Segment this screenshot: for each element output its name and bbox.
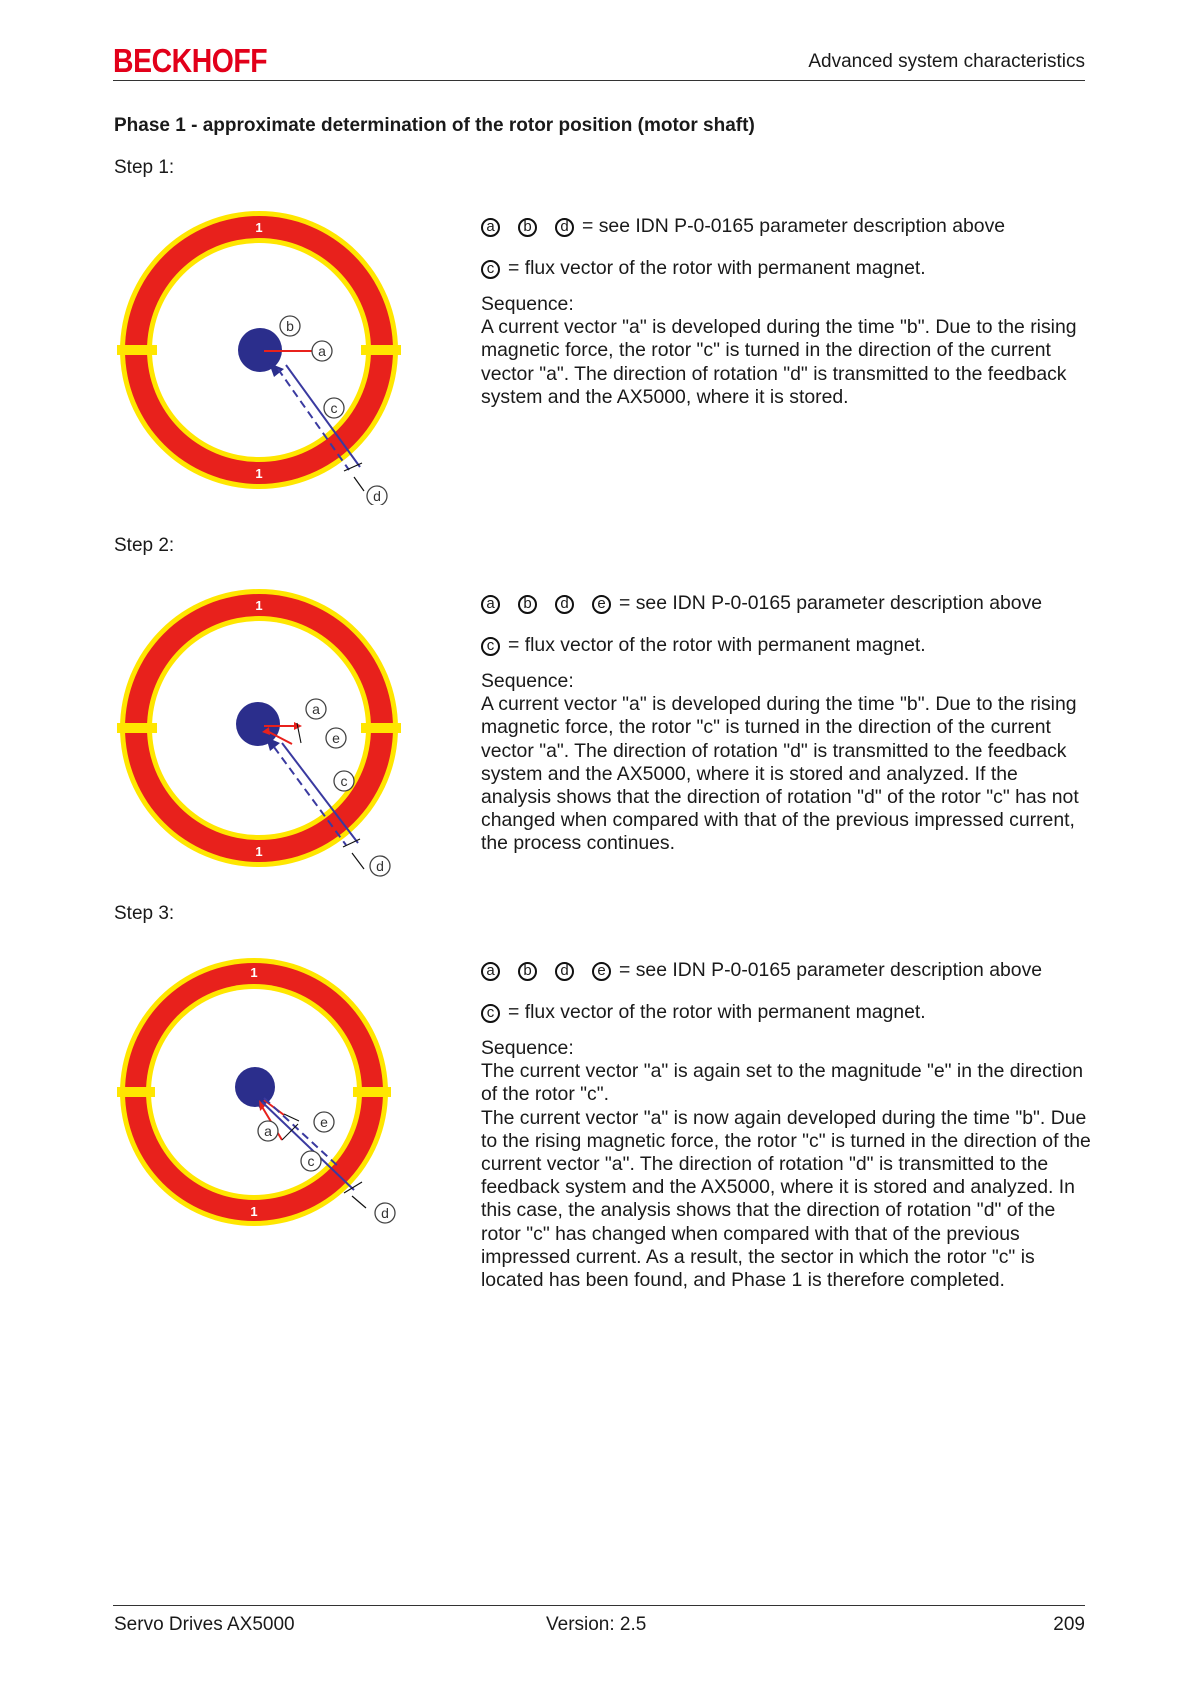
step-3-description: a b d e = see IDN P-0-0165 parameter des… xyxy=(481,957,1091,1292)
step-3-label: Step 3: xyxy=(114,903,175,924)
footer-product: Servo Drives AX5000 xyxy=(114,1614,295,1635)
circled-letter: a xyxy=(481,217,500,237)
label-c: c xyxy=(331,400,338,416)
sequence-text: A current vector "a" is developed during… xyxy=(481,316,1077,408)
beckhoff-logo: BECKHOFF xyxy=(113,42,268,79)
footer-version: Version: 2.5 xyxy=(546,1614,647,1635)
sequence-title: Sequence: xyxy=(481,1037,574,1059)
label-a: a xyxy=(264,1123,272,1139)
step-2-description: a b d e = see IDN P-0-0165 parameter des… xyxy=(481,590,1091,856)
flux-line: c = flux vector of the rotor with perman… xyxy=(481,632,1091,660)
step-2-rotor-diagram: 1 1 a e c d xyxy=(117,589,401,877)
sector-label-bottom: 1 xyxy=(250,1204,257,1219)
legend-line: a b d e = see IDN P-0-0165 parameter des… xyxy=(481,957,1091,985)
step-1-label: Step 1: xyxy=(114,157,175,178)
section-title: Advanced system characteristics xyxy=(808,51,1085,72)
rotor xyxy=(236,702,280,746)
step-1-description: a b d = see IDN P-0-0165 parameter descr… xyxy=(481,213,1091,409)
sector-label-bottom: 1 xyxy=(255,466,262,481)
page-number: 209 xyxy=(1053,1614,1085,1635)
sequence-text: The current vector "a" is again set to t… xyxy=(481,1060,1091,1292)
flux-text: = flux vector of the rotor with permanen… xyxy=(508,634,926,657)
header-rule xyxy=(113,80,1085,81)
label-e: e xyxy=(320,1114,328,1130)
circled-letter: b xyxy=(518,961,537,981)
circled-letter: b xyxy=(518,217,537,237)
label-b: b xyxy=(286,318,294,334)
label-e: e xyxy=(332,730,340,746)
sector-label-bottom: 1 xyxy=(255,844,262,859)
legend-line: a b d = see IDN P-0-0165 parameter descr… xyxy=(481,213,1091,241)
circled-letter: b xyxy=(518,594,537,614)
step-3-rotor-diagram: 1 1 a e c d xyxy=(117,958,396,1226)
label-d: d xyxy=(376,858,384,874)
circled-letter: c xyxy=(481,1003,500,1023)
circled-letter: e xyxy=(592,961,611,981)
sector-label-top: 1 xyxy=(250,965,257,980)
label-a: a xyxy=(312,701,320,717)
flux-text: = flux vector of the rotor with permanen… xyxy=(508,1001,926,1024)
label-d: d xyxy=(381,1205,389,1221)
page-heading: Phase 1 - approximate determination of t… xyxy=(114,115,755,136)
step-1-rotor-diagram: 1 1 b a c d xyxy=(117,211,401,505)
rotor xyxy=(235,1067,275,1107)
label-d: d xyxy=(373,488,381,504)
circled-letter: c xyxy=(481,636,500,656)
flux-line: c = flux vector of the rotor with perman… xyxy=(481,999,1091,1027)
circled-letter: a xyxy=(481,961,500,981)
flux-line: c = flux vector of the rotor with perman… xyxy=(481,255,1091,283)
circled-letter: d xyxy=(555,961,574,981)
flux-text: = flux vector of the rotor with permanen… xyxy=(508,257,926,280)
sequence-text: A current vector "a" is developed during… xyxy=(481,693,1079,855)
legend-text: = see IDN P-0-0165 parameter description… xyxy=(619,959,1043,982)
legend-text: = see IDN P-0-0165 parameter description… xyxy=(619,592,1043,615)
sequence-title: Sequence: xyxy=(481,670,574,692)
legend-line: a b d e = see IDN P-0-0165 parameter des… xyxy=(481,590,1091,618)
sector-label-top: 1 xyxy=(255,220,262,235)
footer-rule xyxy=(113,1605,1085,1606)
circled-letter: d xyxy=(555,594,574,614)
circled-letter: d xyxy=(555,217,574,237)
legend-text: = see IDN P-0-0165 parameter description… xyxy=(582,215,1006,238)
rotor xyxy=(238,328,282,372)
circled-letter: c xyxy=(481,259,500,279)
step-2-label: Step 2: xyxy=(114,535,175,556)
circled-letter: e xyxy=(592,594,611,614)
label-c: c xyxy=(341,773,348,789)
label-a: a xyxy=(318,343,326,359)
circled-letter: a xyxy=(481,594,500,614)
sequence-title: Sequence: xyxy=(481,293,574,315)
label-c: c xyxy=(308,1153,315,1169)
sector-label-top: 1 xyxy=(255,598,262,613)
